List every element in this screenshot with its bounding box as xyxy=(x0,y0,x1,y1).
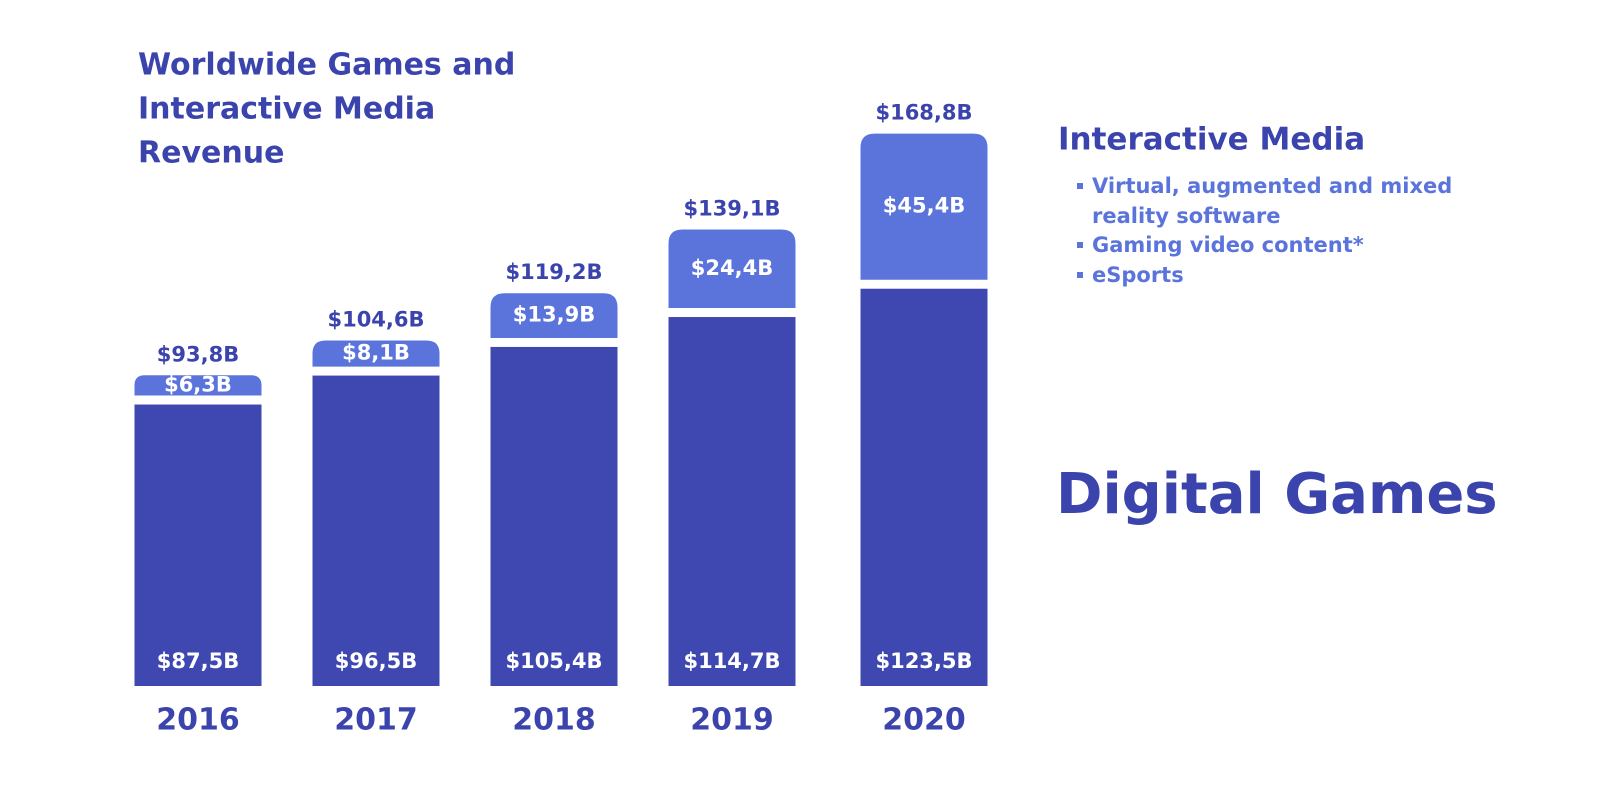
bar xyxy=(860,288,988,686)
bar xyxy=(134,404,262,686)
value-label: $6,3B xyxy=(164,372,232,396)
value-label: $96,5B xyxy=(335,649,417,673)
bar xyxy=(668,229,796,309)
bar xyxy=(134,375,262,396)
bar xyxy=(312,375,440,686)
bar xyxy=(490,346,618,686)
legend-note: Virtual, augmented and mixed xyxy=(1092,174,1452,198)
x-tick-label: 2018 xyxy=(512,703,596,738)
value-label: $24,4B xyxy=(691,256,773,280)
legend-notes: Virtual, augmented and mixed reality sof… xyxy=(1077,174,1452,287)
value-label: $105,4B xyxy=(505,649,602,673)
legend-note: reality software xyxy=(1092,204,1280,228)
value-label: $87,5B xyxy=(157,649,239,673)
value-label: $123,5B xyxy=(875,649,972,673)
value-label: $45,4B xyxy=(883,194,965,218)
bar xyxy=(668,317,796,686)
x-tick-label: 2017 xyxy=(334,703,418,738)
chart-title: Revenue xyxy=(138,136,284,171)
value-label: $13,9B xyxy=(513,303,595,327)
legend-note: Gaming video content* xyxy=(1092,233,1364,257)
total-label: $139,1B xyxy=(683,197,780,221)
bar xyxy=(312,340,440,367)
chart-title: Worldwide Games and xyxy=(138,48,515,83)
bullet xyxy=(1077,242,1083,248)
legend-entry: Digital Games xyxy=(1056,462,1498,527)
value-label: $114,7B xyxy=(683,649,780,673)
total-label: $168,8B xyxy=(875,101,972,125)
total-label: $93,8B xyxy=(157,342,239,366)
chart-title: Interactive Media xyxy=(138,92,435,127)
legend-entry: Interactive Media xyxy=(1058,122,1365,158)
bar xyxy=(860,133,988,280)
bar xyxy=(490,293,618,338)
bullet xyxy=(1077,183,1083,189)
value-label: $8,1B xyxy=(342,341,410,365)
total-label: $104,6B xyxy=(327,308,424,332)
x-tick-label: 2019 xyxy=(690,703,774,738)
bullet xyxy=(1077,272,1083,278)
legend-note: eSports xyxy=(1092,263,1184,287)
x-tick-label: 2020 xyxy=(882,703,966,738)
x-tick-label: 2016 xyxy=(156,703,240,738)
total-label: $119,2B xyxy=(505,260,602,284)
